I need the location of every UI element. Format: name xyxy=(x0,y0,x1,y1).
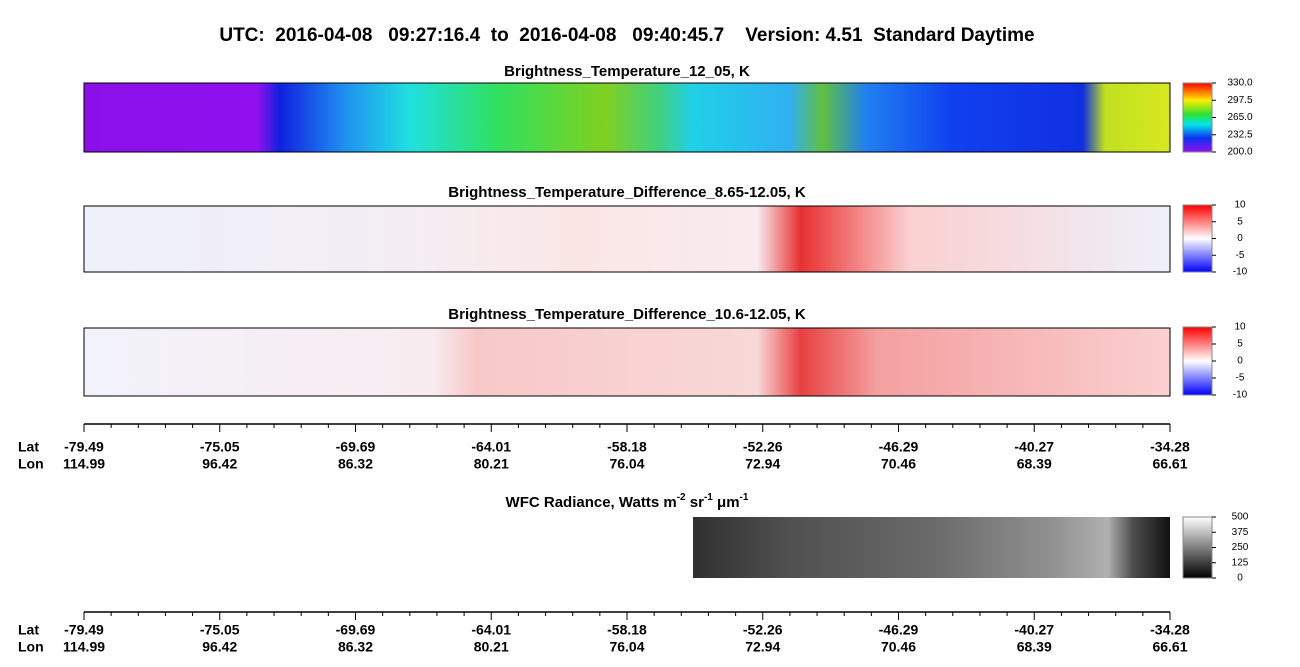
lat-label: -69.69 xyxy=(336,622,376,638)
lat-label: -79.49 xyxy=(64,439,104,455)
colorbar-tick-label: 330.0 xyxy=(1227,78,1252,89)
lat-label: -34.28 xyxy=(1150,622,1190,638)
colorbar-tick-label: -5 xyxy=(1236,250,1245,261)
colorbar xyxy=(1182,204,1213,273)
colorbar-tick-label: 125 xyxy=(1232,557,1249,568)
lat-label: -58.18 xyxy=(607,439,647,455)
lat-label: -52.26 xyxy=(743,439,783,455)
colorbar-tick-label: 500 xyxy=(1232,512,1249,523)
lat-label: -34.28 xyxy=(1150,439,1190,455)
lon-label: 80.21 xyxy=(474,639,509,655)
lat-label: -52.26 xyxy=(743,622,783,638)
axis-label: Lat xyxy=(18,622,39,638)
colorbar-tick-label: 250 xyxy=(1232,542,1249,553)
lat-label: -75.05 xyxy=(200,439,240,455)
colorbar-tick-label: 5 xyxy=(1237,339,1243,350)
axis-label: Lon xyxy=(18,456,44,472)
lat-label: -40.27 xyxy=(1014,439,1054,455)
lon-label: 114.99 xyxy=(63,456,105,472)
image-strip xyxy=(83,82,1171,153)
colorbar xyxy=(1182,516,1213,579)
lat-label: -69.69 xyxy=(336,439,376,455)
lon-label: 76.04 xyxy=(609,639,644,655)
lon-label: 114.99 xyxy=(63,639,105,655)
colorbar-tick-label: 200.0 xyxy=(1227,147,1252,158)
panel-title: Brightness_Temperature_12_05, K xyxy=(504,63,750,80)
lon-label: 70.46 xyxy=(881,456,916,472)
lon-label: 72.94 xyxy=(745,456,780,472)
colorbar-tick-label: 0 xyxy=(1237,573,1243,584)
colorbar-tick-label: 0 xyxy=(1237,233,1243,244)
lat-label: -75.05 xyxy=(200,622,240,638)
lon-label: 80.21 xyxy=(474,456,509,472)
lon-label: 66.61 xyxy=(1152,639,1187,655)
lat-label: -46.29 xyxy=(879,439,919,455)
lat-label: -79.49 xyxy=(64,622,104,638)
colorbar-tick-label: 0 xyxy=(1237,356,1243,367)
lon-label: 76.04 xyxy=(609,456,644,472)
axis-label: Lon xyxy=(18,639,44,655)
panel-title: WFC Radiance, Watts m-2 sr-1 μm-1 xyxy=(506,492,749,511)
lon-label: 72.94 xyxy=(745,639,780,655)
lat-label: -40.27 xyxy=(1014,622,1054,638)
colorbar-tick-label: 297.5 xyxy=(1227,95,1252,106)
axis-label: Lat xyxy=(18,439,39,455)
colorbar-tick-label: 10 xyxy=(1234,200,1246,211)
colorbar-tick-label: 265.0 xyxy=(1227,112,1252,123)
lat-label: -64.01 xyxy=(471,622,511,638)
colorbar xyxy=(1182,82,1213,153)
colorbar-tick-label: 232.5 xyxy=(1227,129,1252,140)
panel-title: Brightness_Temperature_Difference_10.6-1… xyxy=(448,306,806,323)
image-strip xyxy=(83,327,1171,397)
lon-label: 96.42 xyxy=(202,639,237,655)
image-strip xyxy=(83,205,1171,273)
lon-label: 68.39 xyxy=(1017,456,1052,472)
lon-label: 66.61 xyxy=(1152,456,1187,472)
page-title: UTC: 2016-04-08 09:27:16.4 to 2016-04-08… xyxy=(219,25,1034,46)
panel-title: Brightness_Temperature_Difference_8.65-1… xyxy=(448,184,806,201)
colorbar-tick-label: 375 xyxy=(1232,527,1249,538)
colorbar-tick-label: 5 xyxy=(1237,216,1243,227)
lat-label: -58.18 xyxy=(607,622,647,638)
lon-label: 96.42 xyxy=(202,456,237,472)
colorbar-tick-label: -10 xyxy=(1233,390,1248,401)
lat-label: -64.01 xyxy=(471,439,511,455)
lon-label: 86.32 xyxy=(338,639,373,655)
lat-label: -46.29 xyxy=(879,622,919,638)
colorbar-tick-label: -10 xyxy=(1233,267,1248,278)
colorbar-tick-label: -5 xyxy=(1236,373,1245,384)
colorbar xyxy=(1182,326,1213,396)
lon-label: 68.39 xyxy=(1017,639,1052,655)
lon-label: 70.46 xyxy=(881,639,916,655)
colorbar-tick-label: 10 xyxy=(1234,322,1246,333)
lon-label: 86.32 xyxy=(338,456,373,472)
image-strip xyxy=(693,517,1170,578)
